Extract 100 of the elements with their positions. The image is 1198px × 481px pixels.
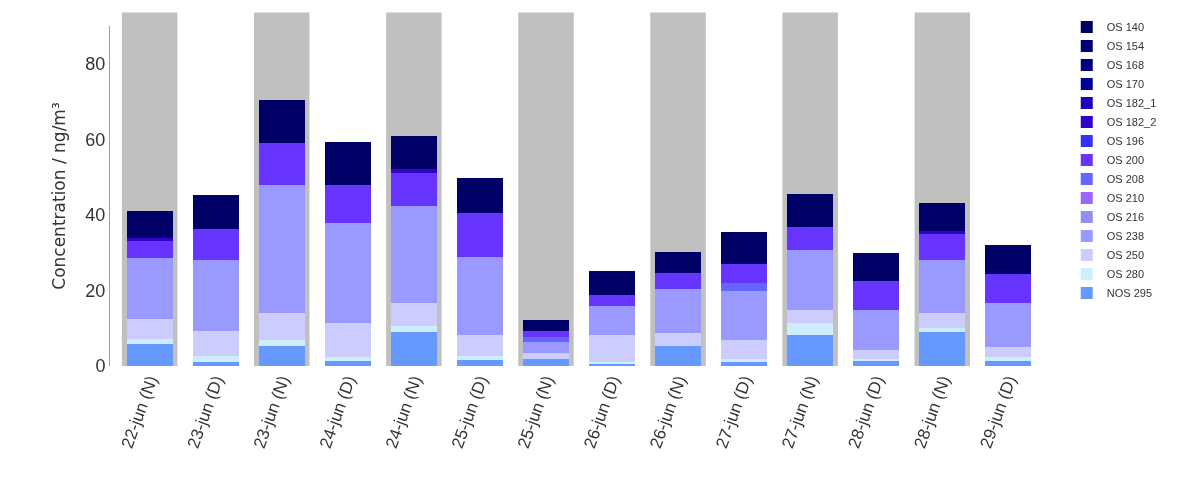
- bar: [126, 237, 173, 241]
- bar: [588, 295, 636, 307]
- bar: [126, 240, 173, 258]
- legend-label: OS 238: [1106, 230, 1145, 243]
- y-axis-title: Concentration / ng/m³: [48, 102, 69, 290]
- bar: [919, 313, 966, 329]
- x-tick-label: 29-jun (D): [976, 373, 1021, 451]
- bar: [721, 339, 768, 359]
- bar: [721, 291, 768, 340]
- x-tick-label: 23-jun (D): [183, 373, 228, 451]
- bar: [522, 341, 570, 354]
- legend-label: NOS 295: [1106, 287, 1153, 300]
- bar: [324, 142, 371, 186]
- bar: [390, 331, 437, 366]
- bar: [787, 226, 834, 251]
- bar: [126, 211, 173, 238]
- bar: [192, 194, 239, 229]
- bar: [390, 172, 437, 207]
- bar: [588, 306, 636, 336]
- bar: [588, 335, 636, 362]
- bar: [522, 320, 570, 331]
- legend-label: OS 280: [1106, 268, 1145, 281]
- bar: [126, 343, 173, 366]
- bar: [258, 313, 305, 340]
- bar: [192, 361, 239, 366]
- bar: [853, 361, 900, 366]
- bar: [522, 353, 570, 359]
- x-tick-label: 28-jun (N): [910, 373, 955, 451]
- bar: [390, 302, 437, 326]
- bar: [919, 260, 966, 314]
- bar: [654, 346, 702, 366]
- legend-label: OS 196: [1106, 135, 1145, 148]
- bar: [919, 332, 966, 366]
- bar: [721, 358, 768, 362]
- bar: [985, 346, 1032, 357]
- x-tick-label: 22-jun (N): [117, 373, 162, 451]
- bar: [456, 359, 504, 366]
- bar: [456, 256, 504, 335]
- legend-label: OS 216: [1106, 211, 1145, 224]
- y-tick-label: 40: [85, 205, 106, 226]
- bar: [324, 223, 371, 323]
- x-tick-label: 25-jun (D): [447, 373, 492, 451]
- legend-label: OS 250: [1106, 249, 1145, 262]
- bar: [258, 142, 305, 186]
- bar: [126, 318, 173, 340]
- x-tick-label: 25-jun (N): [514, 373, 558, 451]
- bar: [456, 213, 504, 257]
- x-tick-label: 24-jun (N): [381, 373, 426, 451]
- bar: [721, 361, 768, 366]
- bar: [853, 310, 900, 351]
- bar: [324, 322, 371, 358]
- bar: [126, 257, 173, 319]
- bar: [654, 252, 702, 274]
- bar: [324, 185, 371, 224]
- bar: [787, 250, 834, 311]
- x-tick-label: 27-jun (D): [712, 373, 756, 451]
- legend-label: OS 168: [1106, 59, 1145, 72]
- x-tick-label: 24-jun (D): [315, 373, 360, 451]
- bar: [787, 323, 834, 336]
- bar: [390, 135, 437, 170]
- x-tick-label: 26-jun (N): [646, 373, 690, 451]
- legend-label: OS 140: [1106, 21, 1145, 34]
- bar: [654, 289, 702, 334]
- bar: [324, 357, 371, 361]
- bar: [853, 350, 900, 359]
- legend-label: OS 182_2: [1106, 116, 1157, 129]
- bar: [522, 336, 570, 342]
- y-tick-label: 0: [95, 356, 106, 377]
- bar: [588, 271, 636, 296]
- bar: [654, 333, 702, 347]
- bar: [456, 355, 504, 360]
- x-tick-label: 27-jun (N): [778, 373, 822, 451]
- bar: [985, 302, 1032, 347]
- bar: [853, 281, 900, 311]
- bar: [258, 100, 305, 143]
- legend-label: OS 182_1: [1106, 97, 1157, 110]
- y-tick-label: 20: [85, 280, 106, 301]
- bar: [192, 356, 239, 362]
- bar: [390, 169, 437, 173]
- bar: [787, 310, 834, 324]
- bar: [787, 194, 834, 227]
- bar: [853, 253, 900, 281]
- bar: [126, 339, 173, 344]
- bar: [390, 206, 437, 303]
- bar: [721, 263, 768, 283]
- legend-label: OS 200: [1106, 154, 1145, 167]
- bar: [985, 245, 1032, 275]
- bar: [390, 325, 437, 332]
- x-tick-label: 26-jun (D): [580, 373, 624, 451]
- x-tick-label: 28-jun (D): [844, 373, 888, 451]
- bar: [919, 202, 966, 231]
- legend-label: OS 208: [1106, 173, 1145, 186]
- bar: [522, 330, 570, 337]
- y-tick-label: 80: [85, 54, 106, 75]
- bar: [192, 260, 239, 331]
- bar: [654, 273, 702, 290]
- bar: [192, 330, 239, 357]
- bar: [787, 335, 834, 366]
- bar: [456, 334, 504, 356]
- y-tick-label: 60: [85, 129, 106, 150]
